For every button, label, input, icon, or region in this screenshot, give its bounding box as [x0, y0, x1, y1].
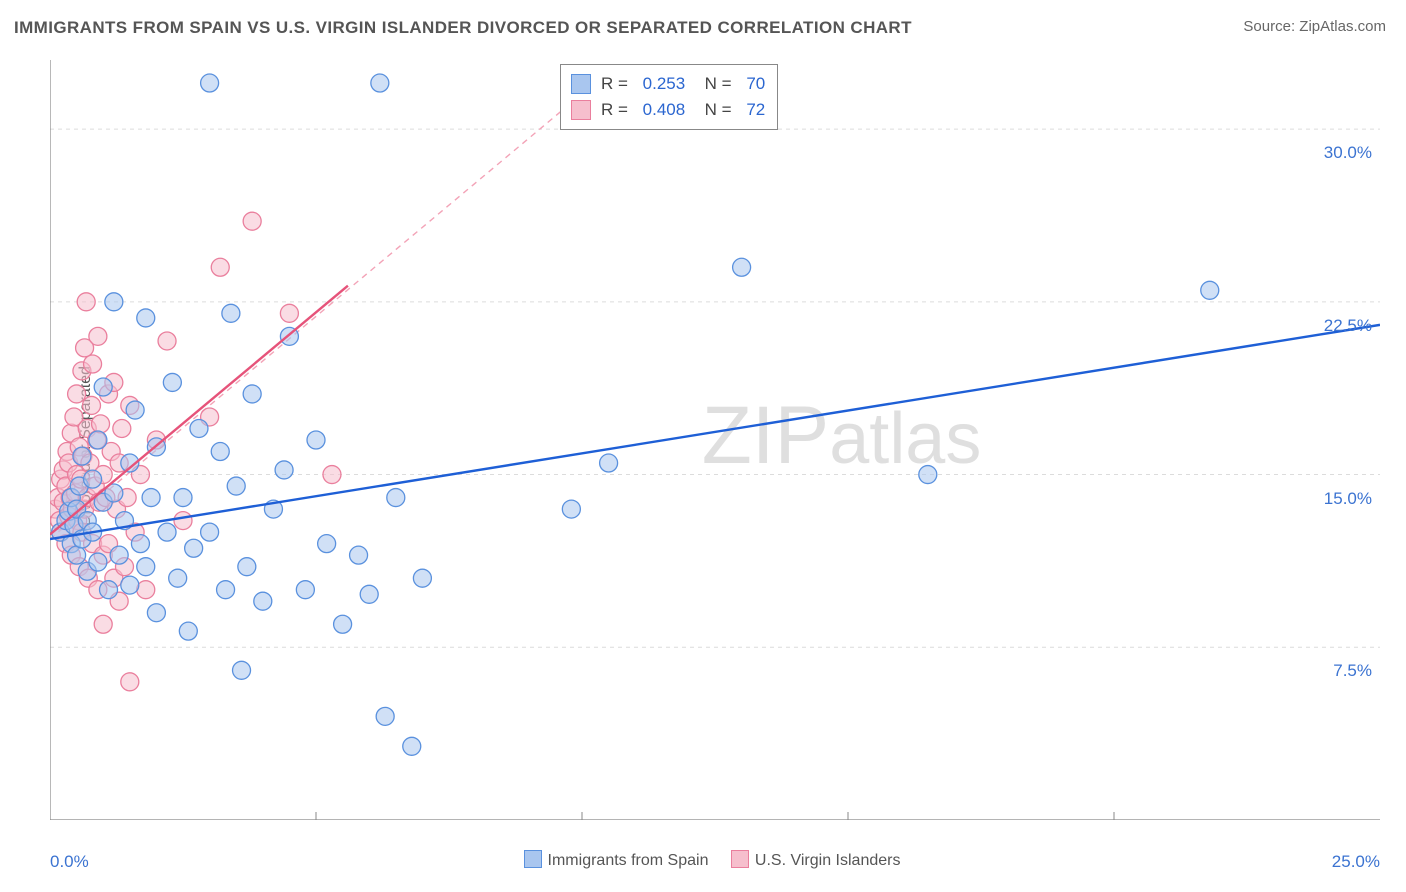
legend-swatch-series-1 — [731, 850, 749, 868]
legend-row-series-0: R = 0.253 N = 70 — [571, 71, 765, 97]
legend-r-label: R = — [601, 97, 633, 123]
source-attribution: Source: ZipAtlas.com — [1243, 18, 1386, 35]
svg-text:ZIPatlas: ZIPatlas — [702, 390, 982, 481]
legend-row-series-1: R = 0.408 N = 72 — [571, 97, 765, 123]
source-label: Source: — [1243, 18, 1299, 35]
legend-label-series-1: U.S. Virgin Islanders — [755, 852, 901, 869]
legend-label-series-0: Immigrants from Spain — [548, 852, 709, 869]
chart-title: IMMIGRANTS FROM SPAIN VS U.S. VIRGIN ISL… — [14, 18, 912, 38]
legend-swatch-icon — [571, 100, 591, 120]
legend-bottom: Immigrants from Spain U.S. Virgin Island… — [0, 850, 1406, 870]
legend-n-label: N = — [695, 71, 736, 97]
legend-swatch-icon — [571, 74, 591, 94]
legend-n-value: 70 — [746, 71, 765, 97]
legend-r-label: R = — [601, 71, 633, 97]
legend-r-value: 0.253 — [643, 71, 686, 97]
y-axis-tick: 30.0% — [1324, 143, 1372, 163]
y-axis-tick: 15.0% — [1324, 489, 1372, 509]
legend-n-value: 72 — [746, 97, 765, 123]
y-axis-tick: 7.5% — [1333, 661, 1372, 681]
source-link[interactable]: ZipAtlas.com — [1299, 18, 1386, 35]
legend-swatch-series-0 — [524, 850, 542, 868]
correlation-legend-box: R = 0.253 N = 70 R = 0.408 N = 72 — [560, 64, 778, 130]
scatter-plot: ZIPatlas — [50, 60, 1380, 820]
y-axis-tick: 22.5% — [1324, 316, 1372, 336]
legend-r-value: 0.408 — [643, 97, 686, 123]
legend-n-label: N = — [695, 97, 736, 123]
